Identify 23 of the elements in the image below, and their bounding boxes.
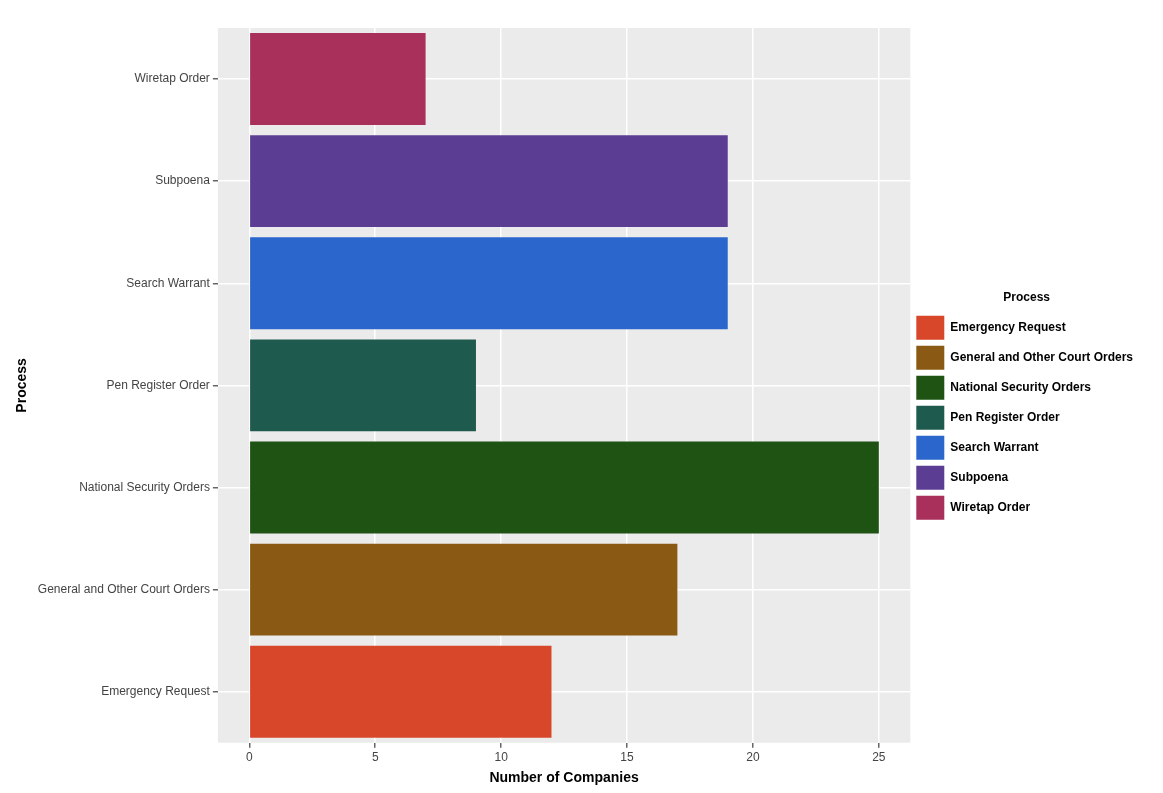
x-tick-label: 5 (371, 750, 379, 765)
legend-label: General and Other Court Orders (950, 350, 1134, 365)
x-axis-title: Number of Companies (489, 769, 639, 786)
y-tick-label: Subpoena (155, 173, 211, 188)
y-tick-label: Pen Register Order (106, 377, 210, 392)
y-tick-label: Wiretap Order (134, 71, 210, 86)
x-tick-label: 25 (872, 750, 886, 765)
legend-label: Wiretap Order (950, 500, 1031, 515)
x-tick-label: 20 (746, 750, 760, 765)
x-tick-label: 0 (246, 750, 254, 765)
x-tick-label: 10 (494, 750, 509, 765)
y-axis-title: Process (13, 357, 30, 413)
y-tick-label: Search Warrant (126, 275, 211, 290)
y-tick-label: National Security Orders (79, 479, 210, 494)
x-tick-label: 15 (620, 750, 635, 765)
legend-label: Pen Register Order (950, 410, 1060, 425)
legend-label: Emergency Request (950, 320, 1066, 335)
legend-label: National Security Orders (950, 380, 1092, 395)
legend-title: Process (1003, 289, 1051, 304)
legend-label: Subpoena (950, 470, 1009, 485)
y-tick-label: Emergency Request (101, 684, 211, 699)
y-tick-label: General and Other Court Orders (37, 581, 210, 596)
legend-label: Search Warrant (950, 440, 1039, 455)
